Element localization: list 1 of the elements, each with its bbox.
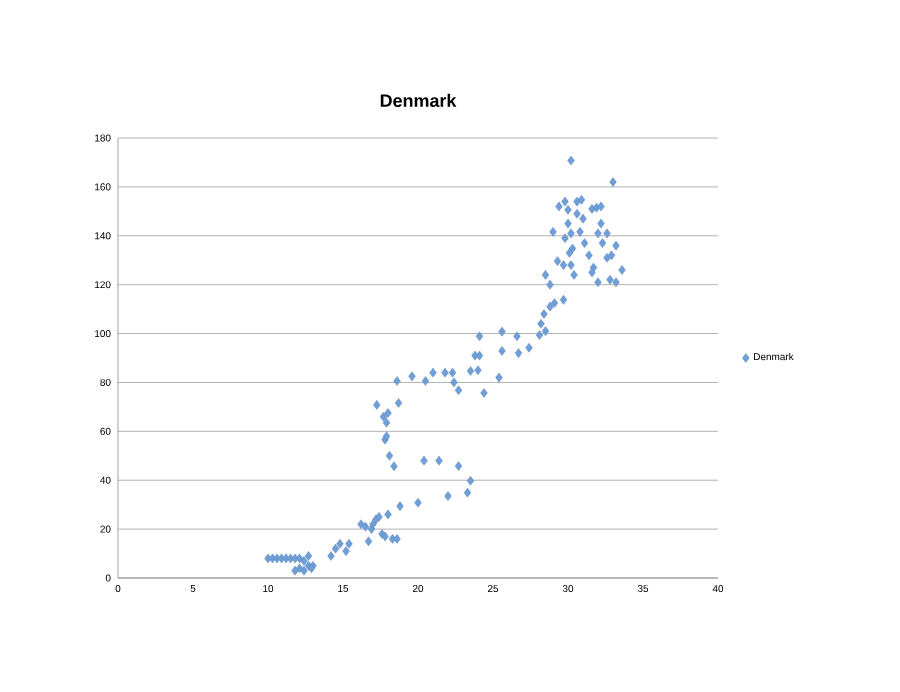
chart-title: Denmark [380,93,457,108]
